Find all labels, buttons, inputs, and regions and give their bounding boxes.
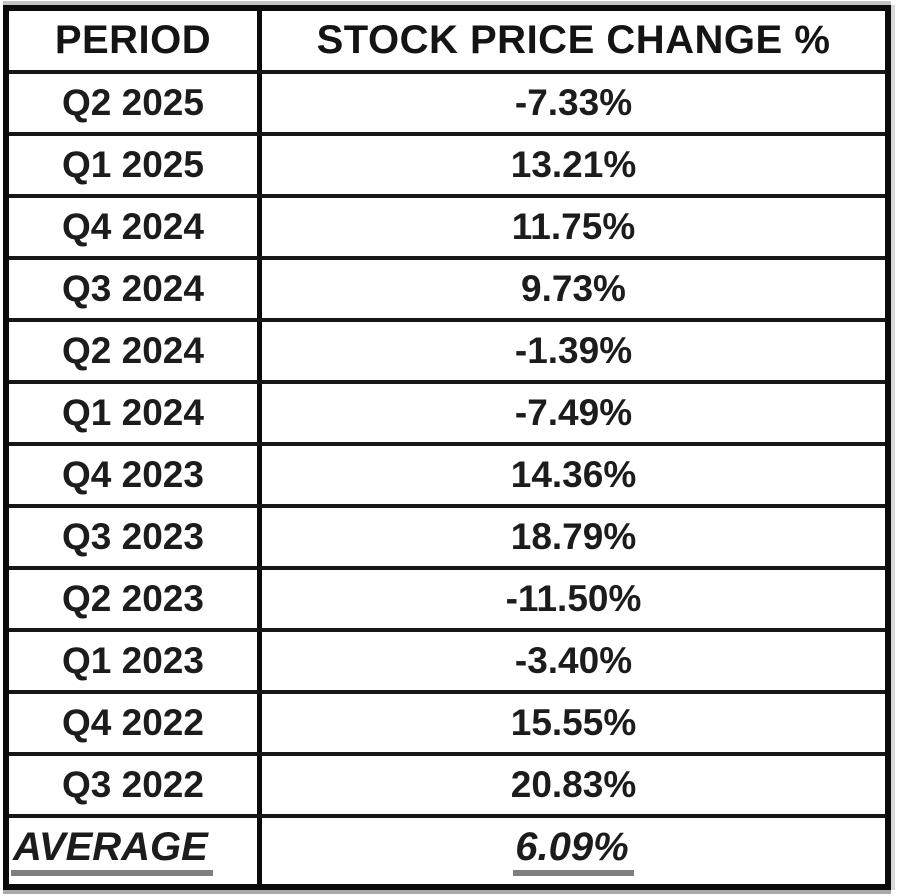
table-row: Q2 2024 -1.39% xyxy=(9,322,885,384)
change-cell: 20.83% xyxy=(262,756,885,814)
change-cell: -7.33% xyxy=(262,74,885,132)
table-header-row: PERIOD STOCK PRICE CHANGE % xyxy=(9,11,885,74)
change-cell: -3.40% xyxy=(262,632,885,690)
table-row: Q1 2024 -7.49% xyxy=(9,384,885,446)
average-row: AVERAGE 6.09% xyxy=(9,818,885,884)
period-cell: Q1 2025 xyxy=(9,136,262,194)
period-cell: Q2 2024 xyxy=(9,322,262,380)
table-row: Q3 2024 9.73% xyxy=(9,260,885,322)
change-cell: 13.21% xyxy=(262,136,885,194)
column-header-period: PERIOD xyxy=(9,11,262,70)
table-row: Q3 2022 20.83% xyxy=(9,756,885,818)
change-cell: 14.36% xyxy=(262,446,885,504)
period-cell: Q3 2023 xyxy=(9,508,262,566)
period-cell: Q1 2024 xyxy=(9,384,262,442)
column-header-stock-price-change: STOCK PRICE CHANGE % xyxy=(262,11,885,70)
table-row: Q2 2023 -11.50% xyxy=(9,570,885,632)
table-row: Q4 2022 15.55% xyxy=(9,694,885,756)
period-cell: Q3 2022 xyxy=(9,756,262,814)
change-cell: 18.79% xyxy=(262,508,885,566)
period-cell: Q3 2024 xyxy=(9,260,262,318)
average-label-cell: AVERAGE xyxy=(9,818,262,884)
table-row: Q1 2025 13.21% xyxy=(9,136,885,198)
change-cell: -11.50% xyxy=(262,570,885,628)
table-row: Q4 2024 11.75% xyxy=(9,198,885,260)
change-cell: -7.49% xyxy=(262,384,885,442)
change-cell: 9.73% xyxy=(262,260,885,318)
period-cell: Q4 2024 xyxy=(9,198,262,256)
average-value: 6.09% xyxy=(513,826,634,876)
stock-price-change-table: PERIOD STOCK PRICE CHANGE % Q2 2025 -7.33… xyxy=(3,5,891,890)
table-row: Q3 2023 18.79% xyxy=(9,508,885,570)
period-cell: Q4 2022 xyxy=(9,694,262,752)
average-label: AVERAGE xyxy=(11,826,213,876)
table-row: Q2 2025 -7.33% xyxy=(9,74,885,136)
table-row: Q1 2023 -3.40% xyxy=(9,632,885,694)
table-row: Q4 2023 14.36% xyxy=(9,446,885,508)
period-cell: Q2 2025 xyxy=(9,74,262,132)
period-cell: Q1 2023 xyxy=(9,632,262,690)
change-cell: 11.75% xyxy=(262,198,885,256)
change-cell: -1.39% xyxy=(262,322,885,380)
average-value-cell: 6.09% xyxy=(262,818,885,884)
period-cell: Q2 2023 xyxy=(9,570,262,628)
change-cell: 15.55% xyxy=(262,694,885,752)
period-cell: Q4 2023 xyxy=(9,446,262,504)
